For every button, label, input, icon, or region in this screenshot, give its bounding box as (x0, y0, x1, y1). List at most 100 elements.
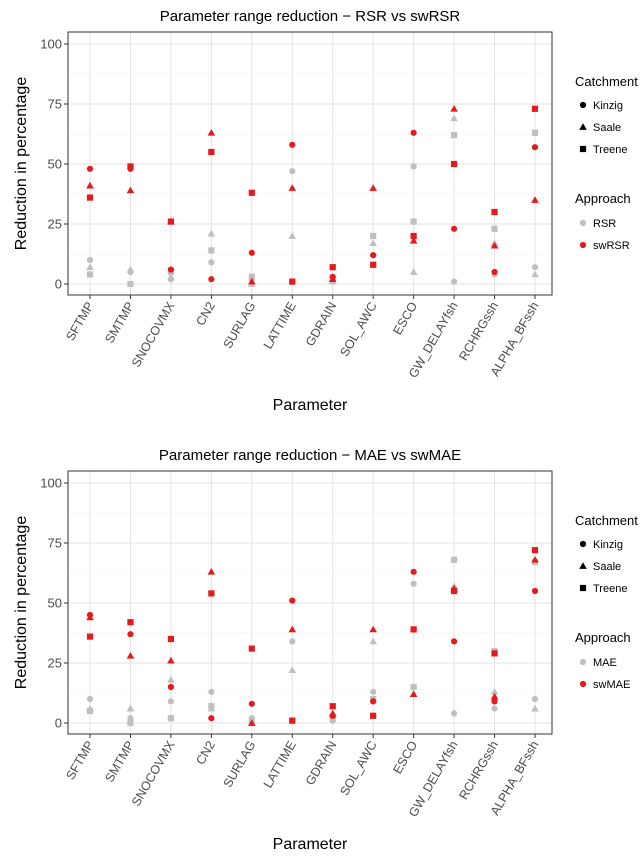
legend-title-approach: Approach (575, 630, 631, 645)
data-point (248, 719, 256, 726)
data-point (491, 208, 498, 216)
data-point (329, 703, 336, 710)
data-point (288, 232, 297, 239)
data-point (289, 717, 296, 724)
data-point (450, 160, 458, 168)
data-point (410, 218, 417, 225)
data-point (370, 712, 377, 719)
y-tick-label: 25 (48, 656, 62, 671)
data-point (86, 707, 94, 715)
legend-key-treene (579, 584, 587, 592)
legend-label-kinzig: Kinzig (593, 539, 623, 551)
legend-label-saale: Saale (593, 561, 621, 573)
data-point (207, 129, 216, 136)
data-point (167, 218, 175, 225)
data-point (410, 683, 417, 691)
data-point (127, 715, 134, 722)
data-point (208, 590, 215, 597)
data-point (248, 645, 255, 652)
y-tick-label: 25 (48, 217, 62, 232)
data-point (127, 619, 134, 626)
data-point (410, 163, 417, 170)
data-point (370, 252, 377, 259)
data-point (126, 265, 135, 273)
data-point (531, 587, 539, 595)
legend-key-saale (579, 123, 587, 130)
legend-key-kinzig (579, 101, 587, 109)
data-point (167, 683, 175, 691)
legend-key-rsr (579, 219, 587, 227)
legend-key-swrsr (579, 241, 587, 249)
data-point (450, 587, 458, 595)
data-point (288, 625, 297, 633)
data-point (208, 715, 215, 722)
legend-key-kinzig (579, 540, 587, 548)
data-point (370, 688, 377, 695)
data-point (126, 652, 135, 659)
data-point (167, 715, 175, 722)
data-point (531, 105, 539, 112)
data-point (450, 225, 458, 232)
y-tick-label: 50 (48, 157, 62, 172)
data-point (167, 635, 175, 643)
data-point (491, 225, 498, 232)
data-point (208, 247, 215, 254)
data-point (86, 263, 94, 271)
data-point (531, 196, 539, 203)
data-point (490, 241, 499, 249)
data-point (531, 144, 539, 151)
data-point (531, 695, 539, 703)
legend-title-catchment: Catchment (575, 74, 638, 89)
data-point (490, 688, 499, 695)
data-point (370, 232, 377, 240)
data-point (248, 189, 255, 196)
data-point (531, 264, 539, 271)
data-point (248, 249, 255, 256)
data-point (207, 229, 216, 237)
y-axis-title: Reduction in percentage (13, 516, 30, 690)
data-point (289, 597, 296, 604)
data-point (369, 184, 377, 191)
legend-key-mae (579, 658, 587, 666)
data-point (531, 270, 539, 278)
legend-label-kinzig: Kinzig (593, 100, 623, 112)
data-point (126, 186, 135, 194)
data-point (410, 232, 417, 240)
legend-title-approach: Approach (575, 191, 631, 206)
data-point (288, 666, 297, 674)
data-points (86, 547, 539, 727)
data-point (86, 181, 94, 189)
legend-label-rsr: RSR (593, 218, 616, 230)
data-point (450, 105, 458, 112)
y-tick-label: 0 (55, 277, 62, 292)
data-point (491, 650, 498, 657)
data-point (410, 626, 417, 633)
x-axis-title: Parameter (273, 836, 348, 852)
data-point (450, 132, 458, 139)
y-axis-title: Reduction in percentage (13, 77, 30, 251)
data-point (450, 114, 458, 122)
x-axis-title: Parameter (273, 397, 348, 414)
data-point (126, 704, 135, 712)
legend-label-saale: Saale (593, 122, 621, 134)
data-point (450, 556, 458, 563)
data-point (208, 259, 215, 266)
data-point (410, 129, 417, 136)
data-point (328, 709, 337, 717)
data-point (410, 568, 417, 575)
data-point (86, 256, 94, 264)
data-point (531, 129, 539, 136)
data-point (531, 547, 539, 554)
chart-title: Parameter range reduction − MAE vs swMAE (159, 447, 461, 464)
data-point (127, 631, 134, 638)
data-point (369, 625, 377, 633)
data-point (86, 165, 94, 172)
data-point (86, 613, 94, 621)
data-point (127, 280, 134, 288)
data-point (328, 275, 337, 283)
data-point (127, 163, 134, 170)
legend-label-swrsr: swRSR (593, 240, 630, 252)
data-point (208, 703, 215, 710)
chart-title: Parameter range reduction − RSR vs swRSR (160, 8, 461, 25)
